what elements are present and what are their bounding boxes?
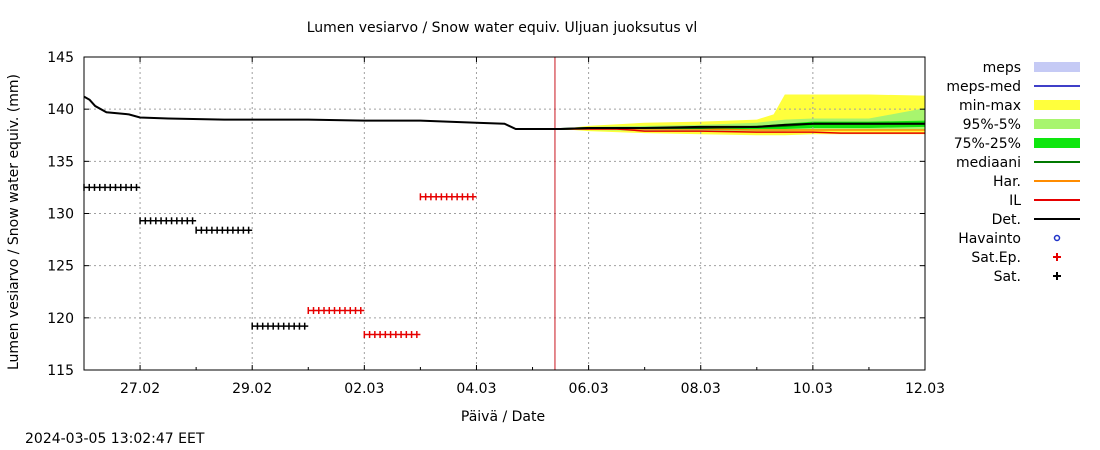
legend-item-meps-med: meps-med — [946, 79, 1080, 95]
legend-label: Det. — [992, 212, 1021, 228]
y-tick-label: 115 — [47, 363, 74, 379]
y-tick-label: 135 — [47, 154, 74, 170]
x-tick-label: 10.03 — [793, 381, 833, 397]
legend-label: 75%-25% — [954, 136, 1021, 152]
legend: meps meps-med min-max 95%-5% 75%-25% mediaani… — [946, 60, 1080, 285]
legend-swatch — [1053, 253, 1061, 261]
legend-label: Sat. — [994, 269, 1021, 285]
legend-label: Har. — [993, 174, 1021, 190]
sat-ep-segment — [419, 193, 477, 201]
y-tick-label: 145 — [47, 50, 74, 66]
legend-item-sat-ep-: Sat.Ep. — [971, 250, 1061, 266]
legend-item-har-: Har. — [993, 174, 1080, 190]
x-tick-label: 27.02 — [120, 381, 160, 397]
sat-ep-segment — [363, 331, 421, 339]
legend-label: min-max — [959, 98, 1021, 114]
y-tick-label: 120 — [47, 311, 74, 327]
legend-item-75-25-: 75%-25% — [954, 136, 1080, 152]
legend-item-95-5-: 95%-5% — [963, 117, 1080, 133]
legend-swatch — [1053, 234, 1061, 242]
sat-segment — [139, 217, 197, 225]
y-tick-label: 140 — [47, 102, 74, 118]
legend-item-havainto: Havainto — [958, 231, 1061, 247]
x-axis-label: Päivä / Date — [461, 409, 545, 425]
plot-area: 115 120 125 130 135 140 145 27.02 29.02 02.03 04.0… — [47, 50, 945, 397]
timestamp: 2024-03-05 13:02:47 EET — [25, 431, 205, 447]
legend-swatch — [1034, 62, 1080, 72]
legend-label: 95%-5% — [963, 117, 1021, 133]
y-tick-label: 130 — [47, 207, 74, 223]
legend-item-min-max: min-max — [959, 98, 1080, 114]
legend-swatch — [1034, 138, 1080, 148]
y-tick-label: 125 — [47, 259, 74, 275]
x-tick-label: 04.03 — [456, 381, 496, 397]
x-tick-label: 02.03 — [344, 381, 384, 397]
legend-item-sat-: Sat. — [994, 269, 1061, 285]
legend-label: meps-med — [946, 79, 1021, 95]
legend-label: mediaani — [956, 155, 1021, 171]
legend-swatch — [1034, 100, 1080, 110]
series-det — [83, 95, 925, 130]
legend-label: Havainto — [958, 231, 1021, 247]
x-tick-label: 29.02 — [232, 381, 272, 397]
sat-segment — [83, 183, 141, 191]
legend-swatch — [1034, 119, 1080, 129]
legend-label: meps — [983, 60, 1021, 76]
legend-item-il: IL — [1009, 193, 1080, 209]
y-axis-label: Lumen vesiarvo / Snow water equiv. (mm) — [6, 74, 22, 370]
x-tick-label: 06.03 — [569, 381, 609, 397]
legend-item-det-: Det. — [992, 212, 1080, 228]
legend-item-meps: meps — [983, 60, 1080, 76]
sat-segment — [195, 226, 253, 234]
sat-segment — [251, 322, 309, 330]
legend-label: Sat.Ep. — [971, 250, 1021, 266]
x-tick-label: 12.03 — [905, 381, 945, 397]
series-il — [560, 128, 925, 134]
legend-swatch — [1053, 272, 1061, 280]
sat-ep-segment — [307, 307, 365, 315]
chart-title: Lumen vesiarvo / Snow water equiv. Uljua… — [307, 20, 698, 36]
x-tick-label: 08.03 — [681, 381, 721, 397]
legend-label: IL — [1009, 193, 1021, 209]
legend-item-mediaani: mediaani — [956, 155, 1080, 171]
